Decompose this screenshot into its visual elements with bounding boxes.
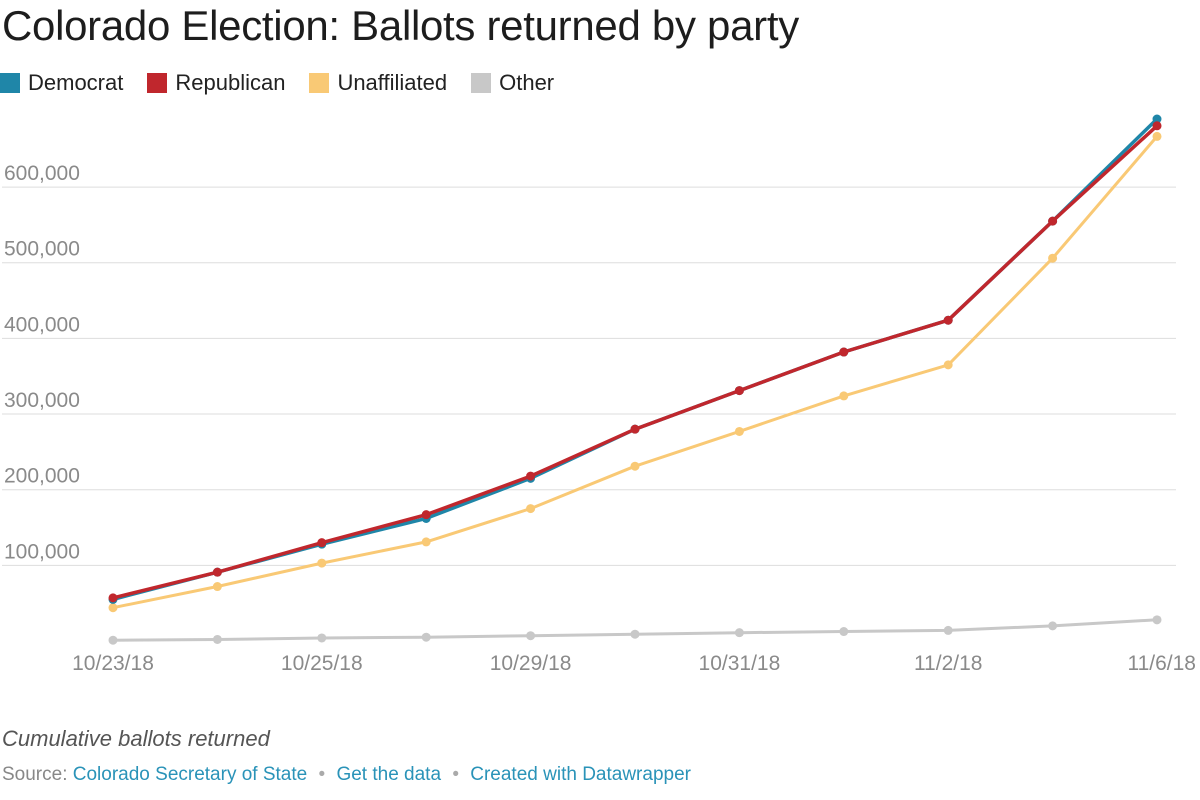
legend-item-other: Other — [471, 70, 554, 96]
x-tick-label: 10/23/18 — [72, 652, 154, 675]
data-point-other — [630, 629, 640, 639]
x-axis-ticks: 10/23/18 10/25/18 10/29/18 10/31/18 11/2/18 1… — [72, 652, 1196, 675]
grid-layer — [2, 186, 1176, 566]
data-point-republican — [317, 538, 327, 548]
get-data-link[interactable]: Get the data — [336, 764, 442, 785]
data-point-republican — [212, 567, 222, 577]
data-point-unaffiliated — [734, 426, 744, 436]
series-unaffiliated — [108, 131, 1162, 613]
legend-swatch-unaffiliated — [309, 73, 330, 93]
datawrapper-link[interactable]: Created with Datawrapper — [470, 764, 691, 785]
x-tick-label: 11/6/18 — [1127, 652, 1196, 675]
x-tick-label: 10/25/18 — [281, 652, 363, 675]
data-point-unaffiliated — [526, 504, 536, 514]
data-point-republican — [1152, 121, 1162, 131]
legend-swatch-democrat — [0, 73, 20, 93]
legend-item-democrat: Democrat — [0, 70, 123, 96]
y-tick-label: 400,000 — [4, 313, 80, 336]
source-label: Source: — [2, 764, 68, 785]
chart-title: Colorado Election: Ballots returned by p… — [2, 2, 799, 49]
data-point-other — [526, 631, 536, 641]
line-chart: 100,000 200,000 300,000 400,000 500,000 600,0… — [2, 114, 1196, 675]
legend-label-democrat: Democrat — [28, 70, 124, 95]
data-point-other — [212, 634, 222, 644]
data-point-republican — [1048, 216, 1058, 226]
chart-notes: Cumulative ballots returned — [2, 726, 270, 751]
data-point-unaffiliated — [630, 461, 640, 471]
legend-item-unaffiliated: Unaffiliated — [309, 70, 447, 96]
data-point-other — [421, 632, 431, 642]
data-point-other — [734, 628, 744, 638]
y-tick-label: 500,000 — [4, 238, 80, 261]
series-layer — [108, 114, 1162, 645]
data-point-other — [317, 633, 327, 643]
data-point-other — [943, 625, 953, 635]
y-tick-label: 300,000 — [4, 389, 80, 412]
footer-separator: • — [452, 764, 459, 785]
data-point-unaffiliated — [212, 582, 222, 592]
legend-item-republican: Republican — [147, 70, 285, 96]
legend-label-other: Other — [499, 70, 555, 95]
data-point-unaffiliated — [1152, 131, 1162, 141]
data-point-unaffiliated — [839, 391, 849, 401]
data-point-democrat — [1152, 114, 1162, 124]
data-point-other — [108, 635, 118, 645]
legend-swatch-republican — [147, 73, 168, 93]
data-point-other — [1048, 621, 1058, 631]
x-tick-label: 11/2/18 — [914, 652, 983, 675]
data-point-unaffiliated — [1048, 253, 1058, 263]
series-republican — [108, 121, 1162, 603]
data-point-republican — [108, 593, 118, 603]
data-point-republican — [526, 471, 536, 481]
x-tick-label: 10/29/18 — [490, 652, 572, 675]
y-tick-label: 200,000 — [4, 465, 80, 488]
data-point-unaffiliated — [943, 360, 953, 370]
legend: Democrat Republican Unaffiliated Other — [0, 70, 578, 96]
legend-label-republican: Republican — [175, 70, 286, 95]
data-point-unaffiliated — [421, 537, 431, 547]
series-line-republican — [111, 124, 1159, 600]
legend-label-unaffiliated: Unaffiliated — [337, 70, 448, 95]
series-other — [108, 615, 1162, 645]
series-line-unaffiliated — [111, 134, 1159, 610]
data-point-unaffiliated — [317, 558, 327, 568]
series-line-democrat — [111, 117, 1159, 602]
footer-separator: • — [318, 764, 326, 785]
series-democrat — [108, 114, 1162, 604]
y-axis-ticks: 100,000 200,000 300,000 400,000 500,000 600,0… — [4, 162, 80, 563]
data-point-other — [839, 627, 849, 637]
y-tick-label: 600,000 — [4, 162, 80, 185]
footer: Source: Colorado Secretary of State • Ge… — [2, 764, 691, 786]
data-point-republican — [839, 347, 849, 357]
y-tick-label: 100,000 — [4, 540, 80, 563]
data-point-republican — [421, 510, 431, 520]
data-point-other — [1152, 615, 1162, 625]
data-point-republican — [630, 424, 640, 434]
data-point-unaffiliated — [108, 603, 118, 613]
data-point-republican — [943, 315, 953, 325]
data-point-republican — [734, 386, 744, 396]
source-link[interactable]: Colorado Secretary of State — [72, 764, 308, 785]
legend-swatch-other — [471, 73, 492, 93]
x-tick-label: 10/31/18 — [699, 652, 781, 675]
